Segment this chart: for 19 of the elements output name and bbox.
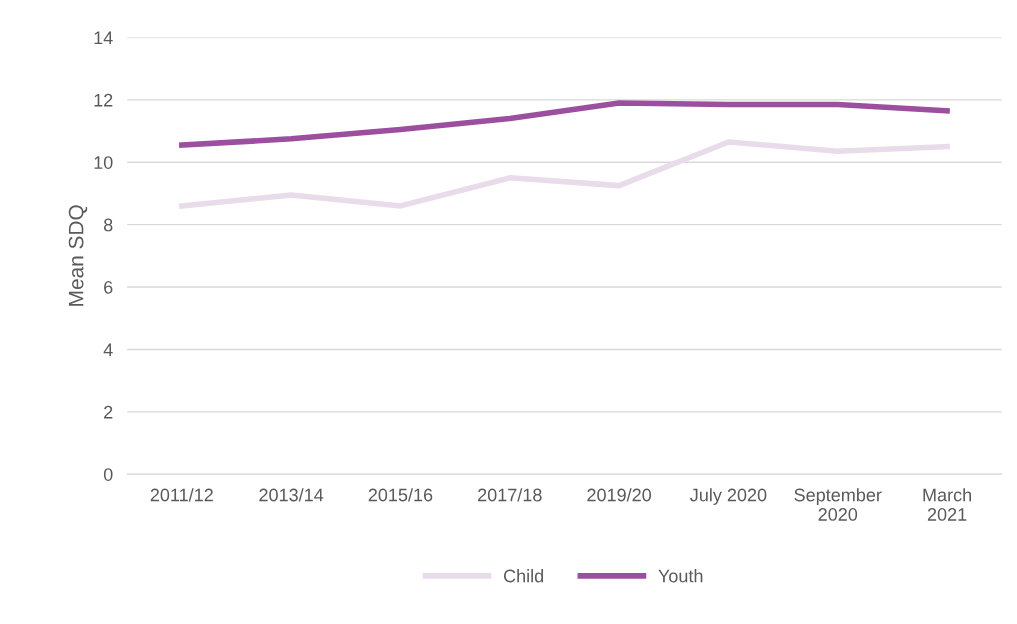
- y-tick-label: 2: [104, 405, 113, 419]
- x-tick-label: March 2021: [923, 488, 971, 521]
- legend-label: Youth: [658, 569, 703, 583]
- legend-label: Child: [503, 569, 544, 583]
- x-tick-label: 2017/18: [478, 488, 542, 502]
- x-tick-label: 2019/20: [587, 488, 652, 502]
- x-tick-label: September 2020: [794, 488, 882, 521]
- y-tick-label: 0: [103, 468, 113, 481]
- x-tick-label: 2011/12: [150, 488, 213, 502]
- y-tick-label: 4: [103, 343, 113, 356]
- x-tick-label: 2015/16: [368, 488, 433, 502]
- y-tick-label: 6: [104, 280, 113, 294]
- x-tick-label: 2013/14: [259, 488, 324, 502]
- x-tick-label: July 2020: [690, 488, 767, 505]
- y-tick-label: 14: [94, 31, 113, 44]
- y-tick-label: 10: [94, 156, 113, 169]
- y-tick-label: 8: [103, 218, 113, 232]
- y-tick-label: 12: [94, 93, 113, 107]
- y-axis-title: Mean SDQ: [68, 205, 88, 306]
